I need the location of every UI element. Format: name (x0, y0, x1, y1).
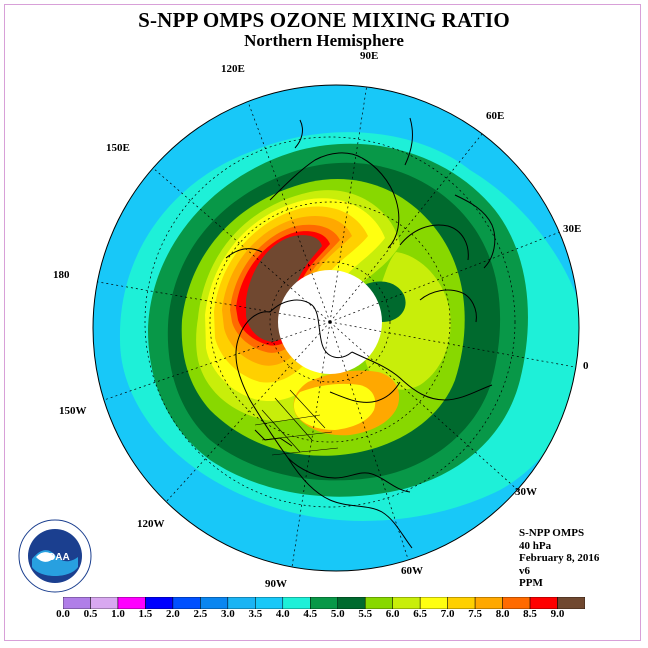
lon-label-150w: 150W (59, 405, 87, 417)
lon-label-120e: 120E (221, 63, 245, 75)
colorbar-tick-label: 7.5 (468, 608, 482, 620)
colorbar (63, 597, 585, 609)
lon-label-90w: 90W (265, 578, 287, 590)
lon-label-120w: 120W (137, 518, 165, 530)
noaa-logo: NOAA (18, 519, 92, 593)
lon-label-30e: 30E (563, 223, 582, 235)
info-panel: S-NPP OMPS 40 hPa February 8, 2016 v6 PP… (519, 527, 599, 590)
lon-label-90e: 90E (360, 50, 379, 62)
colorbar-tick-label: 2.0 (166, 608, 180, 620)
colorbar-tick-label: 3.0 (220, 608, 235, 620)
colorbar-tick-label: 9.0 (550, 608, 565, 620)
noaa-logo-text: NOAA (40, 552, 69, 563)
coastlines (225, 117, 496, 549)
colorbar-tick-label: 6.0 (385, 608, 400, 620)
colorbar-tick-label: 8.5 (523, 608, 537, 620)
colorbar-tick-label: 8.0 (495, 608, 510, 620)
colorbar-tick-label: 7.0 (440, 608, 455, 620)
colorbar-tick-label: 2.5 (193, 608, 208, 620)
map-disc-outline (92, 84, 580, 572)
lon-label-150e: 150E (106, 142, 130, 154)
colorbar-tick-label: 0.0 (56, 608, 70, 620)
colorbar-tick-label: 0.5 (83, 608, 98, 620)
colorbar-tick-label: 5.5 (358, 608, 373, 620)
colorbar-tick-label: 1.0 (111, 608, 125, 620)
info-units: PPM (519, 577, 543, 589)
map-subtitle: Northern Hemisphere (244, 31, 404, 50)
band-9-0 (246, 235, 322, 342)
info-version: v6 (519, 564, 530, 577)
colorbar-tick-label: 4.5 (303, 608, 318, 620)
latlon-grid (93, 85, 579, 571)
colorbar-tick-label: 1.5 (138, 608, 153, 620)
map-title: S-NPP OMPS OZONE MIXING RATIO (138, 8, 510, 32)
us-state-lines (254, 389, 339, 456)
info-level: 40 hPa (519, 539, 552, 552)
info-instrument: S-NPP OMPS (519, 527, 585, 539)
lon-label-30w: 30W (515, 486, 537, 498)
lon-label-60e: 60E (486, 110, 505, 122)
info-date: February 8, 2016 (519, 552, 600, 564)
colorbar-tick-label: 6.5 (413, 608, 428, 620)
lon-label-180: 180 (53, 269, 70, 281)
lon-label-0: 0 (583, 360, 589, 372)
ozone-field (93, 85, 579, 571)
figure-frame (4, 4, 641, 641)
colorbar-tick-label: 5.0 (330, 608, 345, 620)
lon-label-60w: 60W (401, 565, 423, 577)
colorbar-tick-label: 4.0 (275, 608, 290, 620)
band-6-5-b (293, 383, 376, 430)
colorbar-tick-label: 3.5 (248, 608, 263, 620)
